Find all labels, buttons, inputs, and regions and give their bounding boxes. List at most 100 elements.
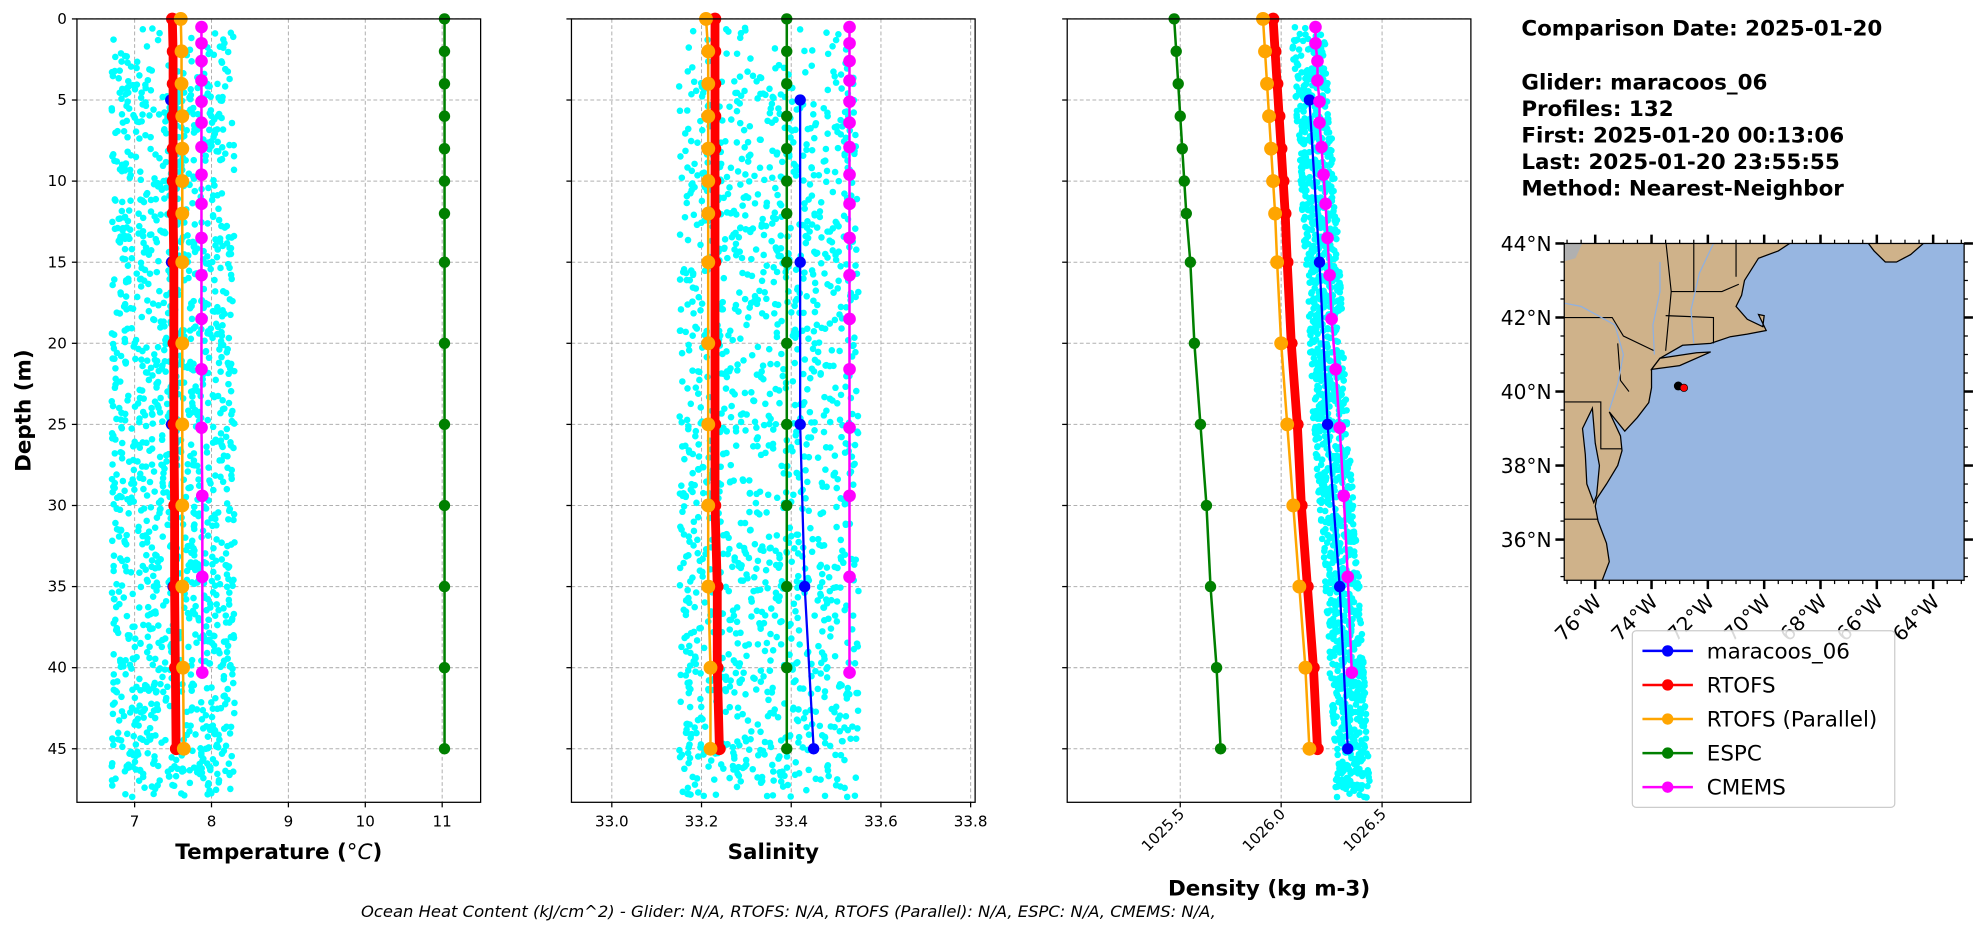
glider-scatter-point	[726, 683, 734, 690]
series-rtofs_parallel	[699, 11, 718, 756]
glider-scatter-point	[792, 759, 800, 766]
glider-scatter-point	[210, 176, 217, 184]
glider-scatter-point	[113, 580, 120, 588]
glider-scatter-point	[125, 77, 132, 85]
glider-scatter-point	[150, 316, 158, 324]
glider-scatter-point	[766, 85, 773, 93]
glider-scatter-point	[152, 732, 159, 739]
glider-scatter-point	[1348, 682, 1356, 690]
glider-scatter-point	[214, 770, 221, 778]
glider-scatter-point	[198, 716, 206, 723]
glider-scatter-point	[697, 117, 704, 125]
glider-scatter-point	[719, 350, 726, 358]
glider-scatter-point	[727, 413, 735, 421]
glider-scatter-point	[760, 673, 767, 680]
glider-scatter-point	[687, 400, 695, 408]
glider-scatter-point	[795, 627, 803, 634]
glider-scatter-point	[824, 86, 832, 94]
lon-tick-label: 64°W	[1888, 590, 1944, 646]
glider-scatter-point	[853, 387, 860, 395]
glider-scatter-point	[778, 462, 785, 470]
glider-scatter-point	[140, 249, 148, 256]
glider-scatter-point	[697, 404, 705, 411]
glider-scatter-point	[682, 729, 690, 737]
glider-scatter-point	[693, 499, 700, 507]
glider-scatter-point	[144, 578, 151, 585]
glider-scatter-point	[829, 43, 836, 50]
glider-scatter-point	[228, 752, 236, 760]
glider-scatter-point	[757, 728, 764, 736]
glider-scatter-point	[203, 449, 211, 456]
glider-scatter-point	[690, 78, 698, 86]
glider-scatter-point	[121, 767, 129, 775]
glider-scatter-point	[1312, 394, 1320, 401]
glider-scatter-point	[741, 87, 748, 95]
glider-scatter-point	[204, 399, 212, 407]
glider-scatter-point	[202, 623, 210, 630]
glider-scatter-point	[222, 619, 230, 626]
glider-scatter-point	[162, 694, 170, 702]
data-point-cmems	[1315, 140, 1328, 154]
state-border	[1564, 401, 1623, 450]
glider-scatter-point	[739, 410, 747, 417]
glider-scatter-point	[833, 400, 841, 407]
land-long-island	[1650, 351, 1711, 371]
glider-scatter-point	[731, 78, 738, 85]
series-line-espc	[1172, 18, 1222, 749]
glider-scatter-point	[108, 475, 116, 483]
glider-scatter-point	[766, 545, 774, 552]
glider-scatter-point	[1333, 216, 1341, 224]
glider-scatter-point	[821, 325, 829, 333]
glider-scatter-point	[739, 577, 747, 584]
glider-scatter-point	[833, 618, 841, 625]
glider-scatter-point	[164, 683, 171, 691]
glider-scatter-point	[230, 152, 238, 160]
glider-scatter-point	[762, 566, 770, 574]
glider-scatter-point	[740, 669, 747, 677]
glider-scatter-point	[122, 358, 130, 366]
glider-scatter-point	[143, 43, 151, 50]
glider-scatter-point	[759, 215, 766, 223]
glider-scatter-point	[689, 271, 697, 279]
glider-scatter-point	[1334, 228, 1341, 236]
glider-scatter-point	[752, 686, 760, 693]
glider-scatter-point	[791, 359, 799, 367]
glider-scatter-point	[211, 730, 218, 738]
glider-scatter-point	[151, 356, 159, 364]
glider-scatter-point	[805, 335, 812, 342]
glider-scatter-point	[121, 537, 128, 545]
glider-scatter-point	[842, 712, 850, 720]
glider-scatter-point	[775, 105, 782, 112]
glider-scatter-point	[155, 111, 163, 118]
glider-scatter-point	[1332, 254, 1339, 262]
state-border	[1671, 283, 1740, 293]
glider-scatter-point	[222, 612, 230, 619]
glider-scatter-point	[788, 98, 796, 105]
data-point-cmems	[1309, 20, 1322, 34]
glider-scatter-point	[842, 134, 850, 142]
glider-scatter-point	[721, 244, 728, 252]
glider-name: Glider: maracoos_06	[1521, 71, 1767, 96]
data-point-espc	[438, 110, 451, 122]
glider-scatter-point	[752, 499, 760, 507]
glider-scatter-point	[108, 782, 116, 789]
glider-scatter-point	[139, 25, 147, 33]
glider-scatter-point	[795, 538, 802, 546]
profiles-count: Profiles: 132	[1521, 97, 1673, 122]
glider-scatter-point	[138, 463, 146, 470]
glider-scatter-point	[1356, 783, 1363, 791]
glider-scatter-point	[122, 670, 129, 678]
glider-scatter-point	[765, 533, 773, 541]
glider-scatter-point	[225, 334, 233, 342]
glider-scatter-point	[1338, 761, 1346, 768]
glider-scatter-point	[682, 672, 690, 679]
glider-scatter-point	[118, 693, 125, 701]
glider-scatter-point	[125, 207, 133, 214]
glider-scatter-point	[696, 625, 703, 632]
data-point-rtofs_parallel	[1268, 206, 1283, 221]
glider-scatter-point	[143, 344, 150, 351]
glider-scatter-point	[849, 612, 857, 619]
glider-scatter-point	[133, 64, 140, 72]
glider-scatter-point	[760, 251, 767, 259]
